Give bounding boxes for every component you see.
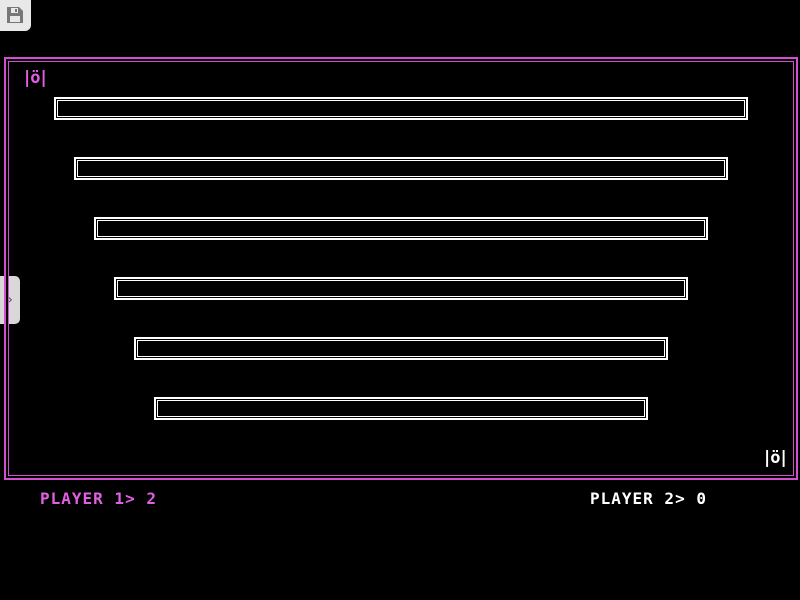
barrier — [74, 157, 728, 180]
barrier — [134, 337, 668, 360]
save-button[interactable] — [0, 0, 31, 31]
barrier — [94, 217, 708, 240]
player1-ship: |ö| — [22, 68, 49, 88]
barrier — [154, 397, 648, 420]
game-arena — [4, 57, 798, 480]
chevron-right-icon: › — [5, 292, 15, 308]
barrier — [114, 277, 688, 300]
barrier — [54, 97, 748, 120]
player2-ship: |ö| — [762, 448, 789, 468]
player1-score: PLAYER 1> 2 — [40, 489, 157, 508]
floppy-disk-icon — [7, 7, 23, 23]
player2-score: PLAYER 2> 0 — [590, 489, 707, 508]
